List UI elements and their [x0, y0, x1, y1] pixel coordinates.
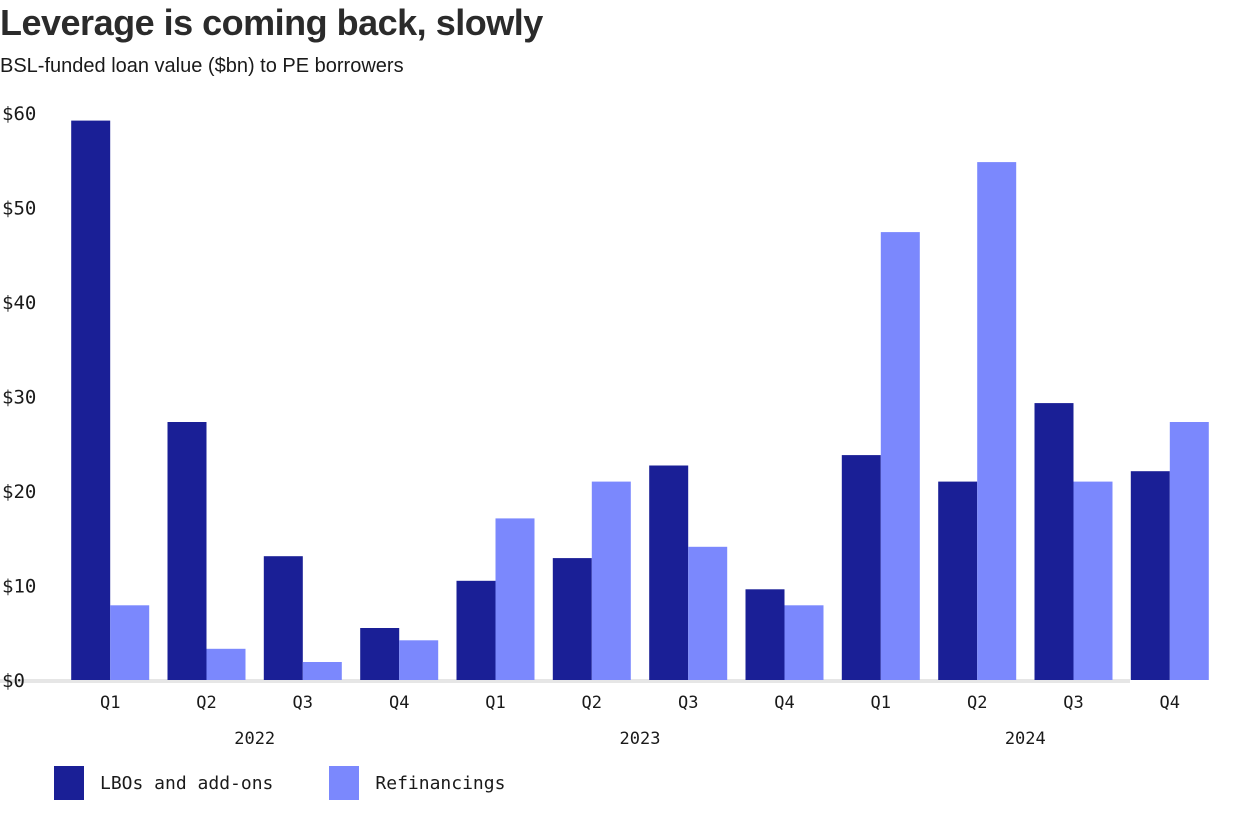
bar-lbo: [745, 589, 785, 680]
x-tick-label: Q2: [196, 693, 216, 713]
y-tick-label: $60: [2, 103, 36, 125]
year-group-label: 2022: [234, 729, 275, 749]
chart-title: Leverage is coming back, slowly: [0, 2, 543, 43]
bar-chart: $0 $10 $20 $30 $40 $50 $60 Q1 Q2 Q3 Q4 Q1 Q2 Q3 Q4 Q1 Q2…: [0, 103, 1209, 749]
bar-refi: [784, 605, 824, 680]
bar-refi: [399, 640, 439, 680]
legend-label-refi: Refinancings: [375, 772, 506, 794]
y-tick-label: $10: [2, 576, 36, 598]
bar-lbo: [841, 455, 881, 680]
bar-lbo: [1034, 403, 1074, 680]
x-tick-label: Q3: [293, 693, 313, 713]
x-tick-label: Q3: [1063, 693, 1083, 713]
bar-refi: [591, 481, 631, 680]
bar-refi: [880, 232, 920, 680]
bar-refi: [206, 648, 246, 680]
legend-item-lbo: LBOs and add-ons: [54, 766, 273, 800]
x-tick-label: Q2: [967, 693, 987, 713]
bar-lbo: [360, 628, 400, 680]
legend-item-refi: Refinancings: [329, 766, 505, 800]
x-tick-label: Q4: [1160, 693, 1180, 713]
bar-lbo: [456, 580, 496, 680]
bar-refi: [110, 605, 150, 680]
x-axis-baseline: [0, 679, 1130, 683]
bar-refi: [1073, 481, 1113, 680]
legend: LBOs and add-ons Refinancings: [54, 766, 561, 800]
y-tick-label: $0: [2, 670, 25, 692]
year-group-label: 2023: [620, 729, 661, 749]
y-tick-label: $40: [2, 292, 36, 314]
bar-refi: [977, 162, 1017, 681]
y-tick-label: $30: [2, 387, 36, 409]
bar-lbo: [938, 481, 978, 680]
legend-label-lbo: LBOs and add-ons: [100, 772, 274, 794]
x-tick-label: Q2: [582, 693, 602, 713]
bar-lbo: [649, 465, 689, 680]
x-tick-label: Q4: [774, 693, 794, 713]
bar-refi: [688, 546, 728, 680]
x-tick-label: Q1: [871, 693, 891, 713]
y-tick-label: $50: [2, 198, 36, 220]
bar-refi: [1169, 422, 1209, 680]
legend-swatch-refi: [329, 766, 360, 800]
x-tick-label: Q3: [678, 693, 698, 713]
x-tick-label: Q4: [389, 693, 409, 713]
bar-lbo: [552, 558, 592, 680]
bar-lbo: [263, 556, 303, 680]
bar-refi: [495, 518, 535, 680]
year-group-label: 2024: [1005, 729, 1046, 749]
bar-refi: [302, 662, 342, 680]
legend-swatch-lbo: [54, 766, 84, 800]
x-tick-label: Q1: [485, 693, 505, 713]
bar-lbo: [71, 120, 111, 681]
x-tick-label: Q1: [100, 693, 120, 713]
bar-lbo: [167, 422, 207, 680]
bar-lbo: [1130, 471, 1170, 680]
y-tick-label: $20: [2, 481, 36, 503]
chart-subtitle: BSL-funded loan value ($bn) to PE borrow…: [0, 55, 404, 77]
